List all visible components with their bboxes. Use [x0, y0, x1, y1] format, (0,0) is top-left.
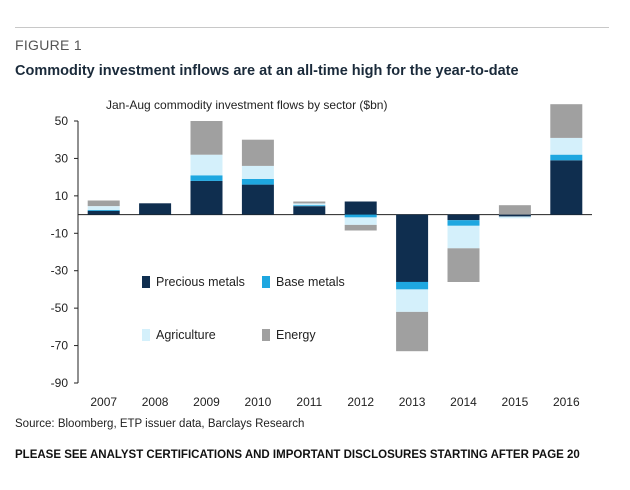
- x-tick-label: 2015: [502, 395, 529, 409]
- bar-segment: [550, 137, 583, 155]
- bar-segment: [498, 216, 531, 219]
- bar-segment: [293, 205, 326, 207]
- bar-segment: [447, 220, 480, 226]
- bar-segment: [447, 214, 480, 221]
- bar-segment: [550, 104, 583, 138]
- legend-swatch: [142, 329, 150, 341]
- x-tick-label: 2012: [347, 395, 374, 409]
- bar-segment: [241, 139, 274, 166]
- x-tick-label: 2008: [142, 395, 169, 409]
- x-tick-label: 2009: [193, 395, 220, 409]
- bar-segment: [344, 214, 377, 218]
- bar-segment: [344, 201, 377, 215]
- bar-segment: [550, 154, 583, 161]
- legend-item: Agriculture: [142, 328, 216, 342]
- disclosure-note: PLEASE SEE ANALYST CERTIFICATIONS AND IM…: [15, 449, 580, 461]
- legend-label: Agriculture: [156, 328, 216, 342]
- legend-swatch: [262, 329, 270, 341]
- bar-segment: [396, 289, 429, 312]
- legend-label: Energy: [276, 328, 316, 342]
- x-tick-label: 2010: [245, 395, 272, 409]
- y-tick-label: 50: [55, 114, 69, 128]
- bar-segment: [396, 281, 429, 290]
- bar-segment: [241, 184, 274, 215]
- top-rule: [15, 27, 609, 28]
- bar-segment: [396, 214, 429, 282]
- legend-label: Precious metals: [156, 275, 245, 289]
- legend-swatch: [262, 276, 270, 288]
- bar-segment: [447, 248, 480, 282]
- bar-segment: [344, 224, 377, 231]
- chart-axes: 50 30 10 -10 -30 -50 -70 -90 2007 2008 2009 2010 201…: [51, 114, 592, 409]
- legend-swatch: [142, 276, 150, 288]
- bar-segment: [87, 209, 120, 211]
- legend-item: Precious metals: [142, 275, 245, 289]
- bar-segment: [293, 203, 326, 206]
- bar-segment: [139, 203, 172, 215]
- bar-segment: [396, 311, 429, 352]
- y-tick-label: -90: [51, 376, 69, 390]
- bar-segment: [87, 206, 120, 210]
- bar-segment: [190, 175, 223, 181]
- y-tick-label: -50: [51, 301, 69, 315]
- y-tick-label: -10: [51, 226, 69, 240]
- bar-segment: [498, 214, 531, 217]
- x-tick-label: 2013: [399, 395, 426, 409]
- x-tick-label: 2016: [553, 395, 580, 409]
- x-tick-label: 2007: [90, 395, 117, 409]
- figure-title: Commodity investment inflows are at an a…: [15, 63, 519, 79]
- y-tick-label: 30: [55, 151, 69, 165]
- bar-segment: [293, 201, 326, 204]
- bar-segment: [498, 205, 531, 215]
- bar-segment: [87, 200, 120, 207]
- x-tick-label: 2014: [450, 395, 477, 409]
- legend-item: Energy: [262, 328, 316, 342]
- bar-segment: [190, 180, 223, 215]
- figure-label: FIGURE 1: [15, 37, 82, 53]
- bar-segment: [344, 217, 377, 225]
- bar-segment: [550, 160, 583, 215]
- bar-segment: [190, 154, 223, 176]
- bar-segment: [241, 179, 274, 185]
- y-tick-label: -70: [51, 339, 69, 353]
- bar-segment: [190, 121, 223, 155]
- bar-segment: [87, 210, 120, 215]
- bar-segment: [241, 165, 274, 179]
- chart-subtitle: Jan-Aug commodity investment flows by se…: [106, 98, 387, 112]
- chart-bars: [87, 104, 583, 352]
- bar-segment: [293, 206, 326, 215]
- stacked-bar-chart: Jan-Aug commodity investment flows by se…: [51, 98, 592, 409]
- x-tick-label: 2011: [296, 395, 322, 409]
- y-tick-label: 10: [55, 189, 69, 203]
- legend-label: Base metals: [276, 275, 345, 289]
- legend-item: Base metals: [262, 275, 345, 289]
- chart-legend: Precious metals Base metals Agriculture Ene…: [142, 275, 345, 342]
- bar-segment: [447, 225, 480, 249]
- y-tick-label: -30: [51, 264, 69, 278]
- source-note: Source: Bloomberg, ETP issuer data, Barc…: [15, 418, 305, 430]
